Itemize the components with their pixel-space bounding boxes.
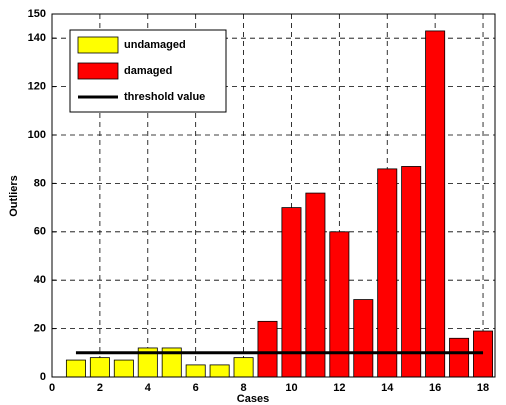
bar [425, 30, 446, 378]
y-tick-label: 150 [28, 8, 46, 20]
bar [233, 357, 254, 378]
x-tick-label: 14 [381, 382, 394, 394]
y-tick-label: 140 [28, 32, 46, 44]
x-tick-label: 10 [285, 382, 297, 394]
legend-swatch [77, 62, 119, 80]
x-tick-label: 2 [97, 382, 103, 394]
x-tick-label: 4 [145, 382, 152, 394]
legend-label: threshold value [124, 91, 205, 103]
bar [377, 168, 398, 378]
bar [329, 231, 350, 378]
x-tick-label: 16 [429, 382, 441, 394]
legend-label: undamaged [124, 39, 186, 51]
bar [353, 299, 374, 378]
plot-frame [51, 13, 496, 378]
x-tick-label: 6 [193, 382, 199, 394]
bar [185, 364, 206, 378]
bar [401, 166, 422, 378]
legend-label: damaged [124, 65, 172, 77]
x-tick-label: 8 [241, 382, 247, 394]
bar [449, 337, 470, 378]
y-tick-label: 40 [34, 274, 46, 286]
bar [209, 364, 230, 378]
bar [113, 359, 134, 378]
x-tick-label: 18 [477, 382, 489, 394]
x-axis-label: Cases [237, 393, 269, 405]
x-tick-label: 12 [333, 382, 345, 394]
bar [257, 320, 278, 378]
y-tick-label: 100 [28, 129, 46, 141]
bar [89, 357, 110, 378]
bar [305, 192, 326, 378]
y-tick-label: 0 [40, 371, 46, 383]
y-tick-label: 80 [34, 177, 46, 189]
y-tick-label: 60 [34, 226, 46, 238]
y-tick-label: 120 [28, 81, 46, 93]
x-tick-label: 0 [49, 382, 55, 394]
legend-swatch [77, 36, 119, 54]
bar [65, 359, 86, 378]
y-axis-label: Outliers [8, 175, 20, 217]
y-tick-label: 20 [34, 323, 46, 335]
